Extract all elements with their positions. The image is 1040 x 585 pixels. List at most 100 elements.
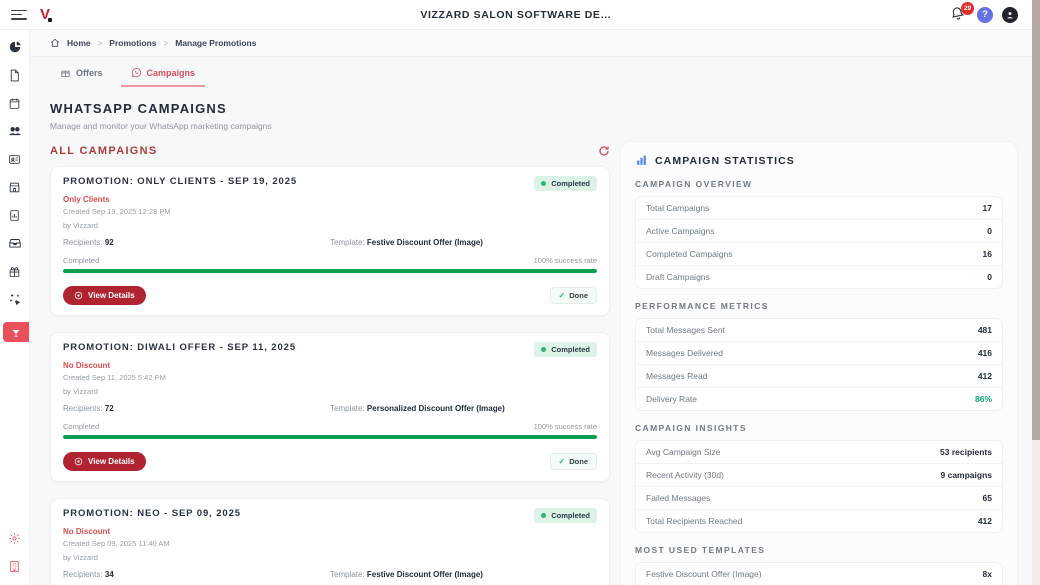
sidebar-item-dashboard[interactable] bbox=[4, 36, 26, 58]
template-label: Template: bbox=[330, 570, 365, 579]
person-icon bbox=[1005, 10, 1015, 20]
sidebar-item-promotions[interactable] bbox=[3, 322, 29, 342]
stat-row: Avg Campaign Size53 recipients bbox=[636, 441, 1002, 464]
breadcrumb-home[interactable]: Home bbox=[67, 38, 91, 48]
check-icon: ✓ bbox=[559, 457, 566, 466]
recipients-label: Recipients: bbox=[63, 238, 103, 247]
promotion-icon bbox=[10, 326, 22, 338]
sidebar-item-store[interactable] bbox=[4, 176, 26, 198]
stats-card-templates: Festive Discount Offer (Image)8x Persona… bbox=[635, 562, 1003, 585]
template-value: Festive Discount Offer (Image) bbox=[367, 238, 483, 247]
sidebar-item-business[interactable] bbox=[4, 555, 26, 577]
stats-card-performance: Total Messages Sent481 Messages Delivere… bbox=[635, 318, 1003, 411]
calendar-icon bbox=[8, 97, 21, 110]
status-dot-icon bbox=[541, 181, 546, 186]
campaign-author: by Vizzard bbox=[63, 387, 597, 398]
help-button[interactable]: ? bbox=[977, 7, 993, 23]
hamburger-menu-icon[interactable] bbox=[11, 10, 27, 20]
breadcrumb: Home > Promotions > Manage Promotions bbox=[30, 30, 1032, 57]
page-title: WHATSAPP CAMPAIGNS bbox=[50, 101, 610, 116]
whatsapp-icon bbox=[131, 67, 142, 78]
progress-fill bbox=[63, 435, 597, 439]
tab-campaigns[interactable]: Campaigns bbox=[121, 61, 206, 87]
template-label: Template: bbox=[330, 238, 365, 247]
vizzard-logo[interactable]: V bbox=[40, 7, 50, 22]
sidebar-item-clients[interactable] bbox=[4, 120, 26, 142]
page-subtitle: Manage and monitor your WhatsApp marketi… bbox=[50, 121, 610, 131]
stat-row: Failed Messages65 bbox=[636, 487, 1002, 510]
view-details-button[interactable]: View Details bbox=[63, 286, 146, 305]
campaign-author: by Vizzard bbox=[63, 221, 597, 232]
stat-row: Messages Delivered416 bbox=[636, 342, 1002, 365]
recipients-value: 72 bbox=[105, 404, 114, 413]
sidebar-item-marketing[interactable] bbox=[4, 288, 26, 310]
template-value: Personalized Discount Offer (Image) bbox=[367, 404, 505, 413]
topbar: V VIZZARD SALON SOFTWARE DE… 29 ? bbox=[0, 0, 1032, 30]
gear-icon bbox=[8, 532, 21, 545]
section-heading-performance: PERFORMANCE METRICS bbox=[635, 301, 1003, 311]
breadcrumb-manage-promotions[interactable]: Manage Promotions bbox=[175, 38, 256, 48]
breadcrumb-promotions[interactable]: Promotions bbox=[109, 38, 156, 48]
refresh-button[interactable] bbox=[598, 145, 610, 157]
campaign-author: by Vizzard bbox=[63, 553, 597, 564]
campaign-card: PROMOTION: DIWALI OFFER - SEP 11, 2025 C… bbox=[50, 332, 610, 482]
campaign-created: Created Sep 09, 2025 11:40 AM bbox=[63, 539, 597, 550]
campaign-tag: Only Clients bbox=[63, 195, 597, 204]
tab-offers[interactable]: Offers bbox=[50, 61, 113, 87]
stat-row: Messages Read412 bbox=[636, 365, 1002, 388]
status-badge: Completed bbox=[534, 342, 597, 357]
success-rate: 100% success rate bbox=[534, 422, 597, 431]
breadcrumb-separator: > bbox=[164, 39, 169, 48]
recipients-label: Recipients: bbox=[63, 404, 103, 413]
building-icon bbox=[8, 560, 21, 573]
page-scrollbar[interactable] bbox=[1032, 0, 1040, 585]
sidebar-item-gift-cards[interactable] bbox=[4, 260, 26, 282]
success-rate: 100% success rate bbox=[534, 256, 597, 265]
gift-icon bbox=[8, 265, 21, 278]
campaign-title: PROMOTION: NEO - SEP 09, 2025 bbox=[63, 508, 241, 519]
delivery-rate-value: 86% bbox=[975, 394, 992, 404]
stats-card-overview: Total Campaigns17 Active Campaigns0 Comp… bbox=[635, 196, 1003, 289]
campaign-statistics-panel: CAMPAIGN STATISTICS CAMPAIGN OVERVIEW To… bbox=[620, 141, 1018, 585]
sidebar-item-settings[interactable] bbox=[4, 527, 26, 549]
sidebar-item-staff[interactable] bbox=[4, 148, 26, 170]
status-dot-icon bbox=[541, 347, 546, 352]
section-heading-templates: MOST USED TEMPLATES bbox=[635, 545, 1003, 555]
progress-label: Completed bbox=[63, 422, 99, 431]
home-icon bbox=[50, 38, 60, 48]
eye-icon bbox=[74, 457, 83, 466]
breadcrumb-separator: > bbox=[98, 39, 103, 48]
sidebar-item-invoices[interactable] bbox=[4, 204, 26, 226]
view-details-button[interactable]: View Details bbox=[63, 452, 146, 471]
campaign-created: Created Sep 11, 2025 5:42 PM bbox=[63, 373, 597, 384]
campaign-tag: No Discount bbox=[63, 527, 597, 536]
sidebar-item-reports[interactable] bbox=[4, 64, 26, 86]
eye-icon bbox=[74, 291, 83, 300]
gift-box-icon bbox=[60, 67, 71, 78]
section-heading-insights: CAMPAIGN INSIGHTS bbox=[635, 423, 1003, 433]
sidebar-item-calendar[interactable] bbox=[4, 92, 26, 114]
inbox-icon bbox=[8, 236, 22, 250]
status-badge: Completed bbox=[534, 508, 597, 523]
progress-bar bbox=[63, 269, 597, 273]
sidebar-item-inventory[interactable] bbox=[4, 232, 26, 254]
progress-fill bbox=[63, 269, 597, 273]
campaign-card: PROMOTION: NEO - SEP 09, 2025 Completed … bbox=[50, 498, 610, 585]
stat-row: Recent Activity (30d)9 campaigns bbox=[636, 464, 1002, 487]
recipients-value: 34 bbox=[105, 570, 114, 579]
scrollbar-thumb[interactable] bbox=[1032, 0, 1040, 440]
id-card-icon bbox=[8, 153, 21, 166]
profile-button[interactable] bbox=[1002, 7, 1018, 23]
template-label: Template: bbox=[330, 404, 365, 413]
stat-row: Festive Discount Offer (Image)8x bbox=[636, 563, 1002, 585]
template-value: Festive Discount Offer (Image) bbox=[367, 570, 483, 579]
sparkle-icon bbox=[8, 292, 22, 306]
all-campaigns-title: ALL CAMPAIGNS bbox=[50, 145, 158, 157]
campaign-created: Created Sep 19, 2025 12:28 PM bbox=[63, 207, 597, 218]
recipients-label: Recipients: bbox=[63, 570, 103, 579]
campaign-card: PROMOTION: ONLY CLIENTS - SEP 19, 2025 C… bbox=[50, 166, 610, 316]
notifications-button[interactable]: 29 bbox=[950, 6, 968, 24]
done-badge: ✓ Done bbox=[550, 453, 597, 470]
done-badge: ✓ Done bbox=[550, 287, 597, 304]
notification-badge: 29 bbox=[961, 2, 974, 15]
